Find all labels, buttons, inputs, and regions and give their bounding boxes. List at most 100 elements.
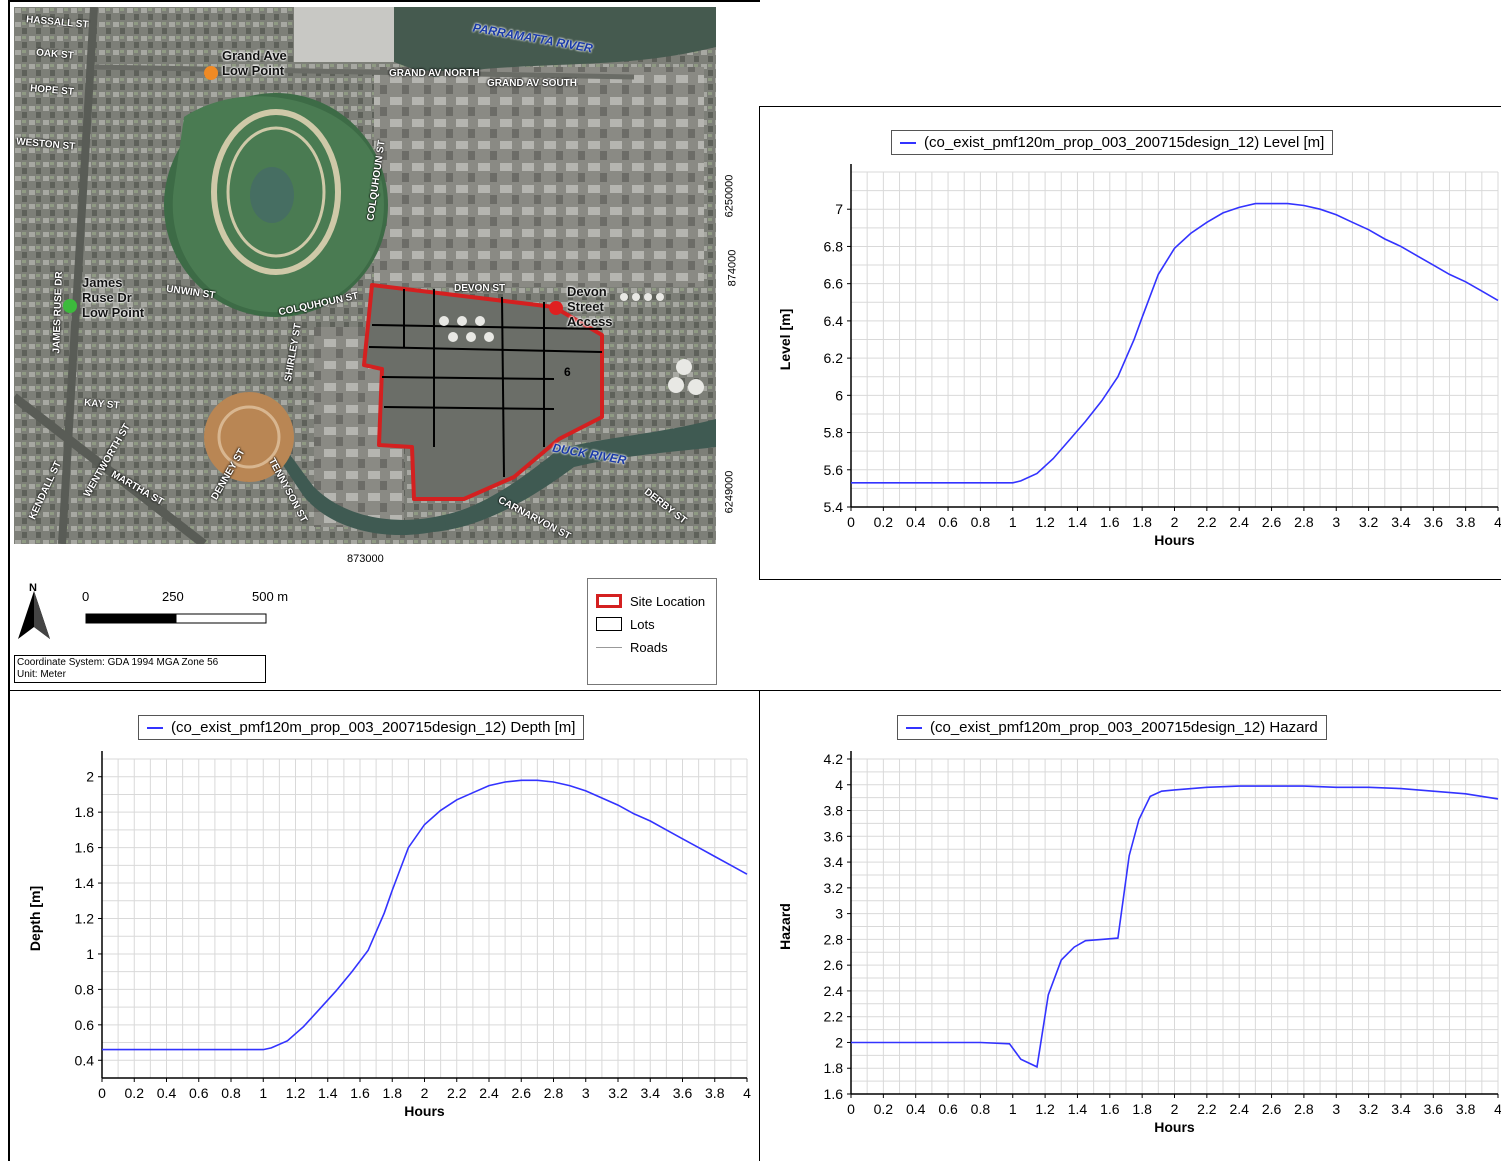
x-tick-label: 2.6 — [1262, 514, 1282, 530]
x-tick-label: 2.2 — [1197, 1101, 1217, 1117]
scale-label-250: 250 — [162, 589, 184, 604]
y-tick-label: 2.6 — [824, 957, 844, 973]
x-tick-label: 4 — [1494, 514, 1501, 530]
x-tick-label: 2.4 — [1229, 514, 1249, 530]
scale-label-500: 500 m — [252, 589, 289, 604]
street-label: GRAND AV NORTH — [389, 68, 480, 79]
legend-line-swatch — [906, 727, 922, 730]
devon-street-marker[interactable] — [549, 301, 563, 315]
street-label: GRAND AV SOUTH — [487, 78, 577, 89]
x-tick-label: 3.8 — [1456, 1101, 1476, 1117]
x-tick-label: 3.6 — [1424, 514, 1444, 530]
y-tick-label: 3.2 — [824, 880, 844, 896]
y-tick-label: 1 — [86, 946, 94, 962]
x-tick-label: 3.6 — [1424, 1101, 1444, 1117]
x-tick-label: 3 — [1332, 1101, 1340, 1117]
x-tick-label: 0.6 — [938, 514, 958, 530]
y-tick-label: 6.4 — [824, 313, 844, 329]
grand-ave-marker[interactable] — [204, 66, 218, 80]
y-tick-label: 5.4 — [824, 499, 844, 515]
y-tick-label: 3.6 — [824, 828, 844, 844]
x-tick-label: 2.6 — [1262, 1101, 1282, 1117]
x-tick-label: 3.2 — [1359, 1101, 1379, 1117]
x-tick-label: 0.6 — [189, 1085, 209, 1101]
series-line — [851, 785, 1499, 1069]
legend-label: Roads — [630, 639, 668, 655]
y-tick-label: 6 — [835, 387, 843, 403]
y-tick-label: 1.6 — [824, 1086, 844, 1102]
y-axis-label: Depth [m] — [27, 886, 43, 951]
site-swatch — [596, 594, 622, 608]
y-tick-label: 4 — [835, 777, 843, 793]
legend-line-swatch — [900, 142, 916, 145]
x-tick-label: 3.2 — [1359, 514, 1379, 530]
aerial-map-image — [14, 7, 716, 544]
y-tick-label: 1.4 — [75, 875, 95, 891]
scale-label-0: 0 — [82, 589, 90, 604]
x-tick-label: 2.8 — [1294, 1101, 1314, 1117]
y-tick-label: 2.4 — [824, 983, 844, 999]
x-tick-label: 0.4 — [906, 1101, 926, 1117]
y-axis-label: Hazard — [777, 903, 793, 950]
x-tick-label: 1.2 — [1035, 1101, 1055, 1117]
legend-line-swatch — [147, 727, 163, 730]
lot-number: 6 — [564, 365, 571, 379]
unit-text: Unit: Meter — [17, 669, 66, 680]
x-tick-label: 1.8 — [1132, 1101, 1152, 1117]
legend-series-label: (co_exist_pmf120m_prop_003_200715design_… — [924, 134, 1325, 151]
legend-item-site: Site Location — [596, 593, 705, 609]
x-tick-label: 1.4 — [318, 1085, 338, 1101]
x-tick-label: 3.4 — [641, 1085, 661, 1101]
x-tick-label: 1.6 — [350, 1085, 370, 1101]
x-tick-label: 4 — [743, 1085, 751, 1101]
y-tick-label: 4.2 — [824, 751, 844, 767]
coordinate-info-box: Coordinate System: GDA 1994 MGA Zone 56 … — [14, 655, 266, 683]
x-tick-label: 2.2 — [1197, 514, 1217, 530]
y-tick-label: 0.6 — [75, 1017, 95, 1033]
x-axis-label: Hours — [1154, 1119, 1195, 1135]
y-tick-label: 3.4 — [824, 854, 844, 870]
x-tick-label: 0.4 — [157, 1085, 177, 1101]
x-tick-label: 1.6 — [1100, 1101, 1120, 1117]
legend-series-label: (co_exist_pmf120m_prop_003_200715design_… — [930, 719, 1318, 736]
point-label-devon-st: Devon Street Access — [567, 284, 613, 329]
x-tick-label: 0.2 — [874, 514, 894, 530]
x-tick-label: 0.6 — [938, 1101, 958, 1117]
north-label: N — [29, 582, 37, 594]
x-tick-label: 3.2 — [608, 1085, 628, 1101]
series-line — [102, 779, 748, 1051]
legend-series-label: (co_exist_pmf120m_prop_003_200715design_… — [171, 719, 576, 736]
x-tick-label: 0.8 — [971, 514, 991, 530]
x-tick-label: 1.8 — [1132, 514, 1152, 530]
aerial-map[interactable]: HASSALL ST OAK ST HOPE ST WESTON ST GRAN… — [14, 7, 716, 544]
street-label: DEVON ST — [454, 283, 506, 294]
x-axis-label: Hours — [1154, 532, 1195, 548]
y-tick-label: 1.8 — [75, 804, 95, 820]
y-tick-label: 3 — [835, 906, 843, 922]
y-tick-label: 5.8 — [824, 425, 844, 441]
y-tick-label: 6.8 — [824, 238, 844, 254]
y-axis-label: Level [m] — [777, 309, 793, 370]
point-label-james-ruse: James Ruse Dr Low Point — [82, 275, 145, 320]
chart-legend: (co_exist_pmf120m_prop_003_200715design_… — [891, 130, 1334, 155]
x-tick-label: 1 — [259, 1085, 267, 1101]
x-tick-label: 3.8 — [705, 1085, 725, 1101]
x-tick-label: 0.2 — [874, 1101, 894, 1117]
x-tick-label: 1.4 — [1068, 1101, 1088, 1117]
x-tick-label: 3.6 — [673, 1085, 693, 1101]
x-tick-label: 2.8 — [544, 1085, 564, 1101]
legend-label: Site Location — [630, 593, 706, 609]
point-label-grand-ave: Grand Ave Low Point — [222, 48, 287, 78]
coordinate-system-text: Coordinate System: GDA 1994 MGA Zone 56 — [17, 657, 219, 668]
x-tick-label: 1 — [1009, 514, 1017, 530]
james-ruse-marker[interactable] — [63, 299, 77, 313]
map-legend: Site Location Lots Roads — [587, 578, 717, 685]
x-tick-label: 1.6 — [1100, 514, 1120, 530]
x-tick-label: 2 — [1171, 1101, 1179, 1117]
y-tick-label: 2 — [86, 769, 94, 785]
lots-swatch — [596, 617, 622, 631]
y-tick-label: 2 — [835, 1034, 843, 1050]
scale-bar: N 0 250 500 m — [14, 582, 314, 645]
y-tick-label: 2.8 — [824, 931, 844, 947]
x-tick-label: 3.4 — [1391, 1101, 1411, 1117]
